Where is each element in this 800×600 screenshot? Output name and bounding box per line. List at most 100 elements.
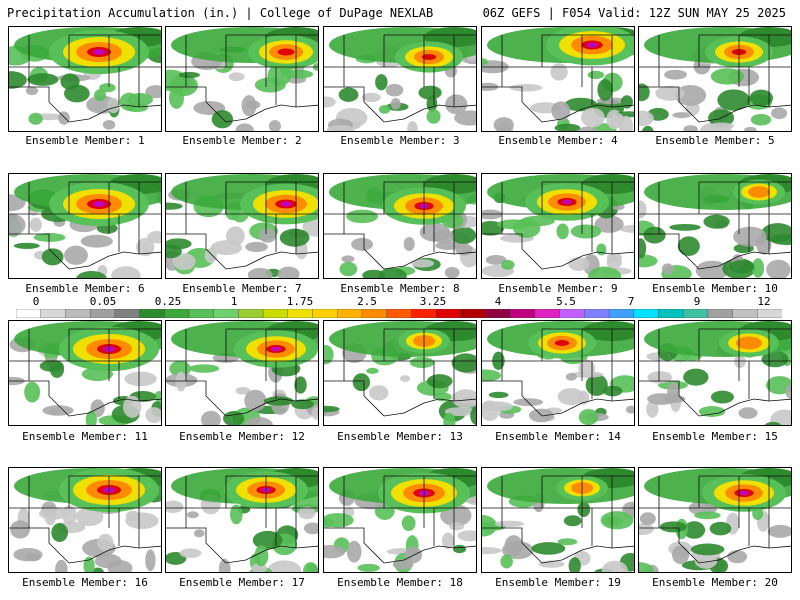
light-precip-cell: [602, 516, 623, 526]
state-boundary-line: [343, 475, 476, 528]
light-precip-cell: [752, 258, 765, 278]
light-precip-cell: [378, 105, 391, 114]
light-precip-cell: [366, 367, 379, 374]
light-precip-cell: [551, 101, 571, 121]
ensemble-member-map[interactable]: [481, 26, 635, 132]
precipitation-map: [639, 321, 791, 425]
ensemble-member-map[interactable]: [165, 173, 319, 279]
light-precip-cell: [25, 86, 39, 96]
model-run-info: 06Z GEFS | F054 Valid: 12Z SUN MAY 25 20…: [482, 6, 786, 20]
ensemble-member-map[interactable]: [481, 173, 635, 279]
light-precip-cell: [450, 226, 476, 245]
ensemble-member-map[interactable]: [323, 320, 477, 426]
state-boundary-line: [581, 182, 634, 257]
light-precip-cell: [750, 113, 772, 126]
ensemble-member-map[interactable]: [165, 467, 319, 573]
state-boundary-line: [423, 329, 476, 404]
state-boundary-line: [108, 329, 161, 404]
light-precip-cell: [443, 412, 456, 425]
light-precip-cell: [252, 530, 283, 550]
light-precip-cell: [403, 236, 415, 252]
light-precip-cell: [698, 406, 726, 417]
precip-core-magenta: [271, 346, 281, 352]
light-precip-cell: [606, 256, 623, 269]
light-precip-cell: [639, 83, 650, 102]
light-precip-cell: [58, 111, 70, 125]
ensemble-member-map[interactable]: [8, 320, 162, 426]
light-precip-cell: [166, 500, 184, 514]
light-precip-cell: [610, 112, 625, 127]
light-precip-cell: [444, 266, 460, 278]
ensemble-member-map[interactable]: [323, 26, 477, 132]
precip-core-magenta: [93, 201, 105, 207]
light-precip-cell: [145, 549, 156, 572]
light-precip-cell: [204, 248, 217, 264]
colorbar-tick-label: 7: [627, 295, 635, 308]
green-precip-band: [582, 321, 634, 341]
light-precip-cell: [502, 541, 534, 560]
light-precip-cell: [254, 544, 269, 567]
state-boundary-line: [28, 328, 161, 381]
light-precip-cell: [411, 259, 435, 268]
light-precip-cell: [568, 557, 581, 572]
light-precip-cell: [33, 232, 66, 242]
light-precip-cell: [346, 540, 362, 563]
precip-core-magenta: [586, 42, 598, 48]
light-precip-cell: [303, 562, 318, 572]
ensemble-member-map[interactable]: [638, 467, 792, 573]
light-precip-cell: [500, 554, 513, 569]
light-precip-cell: [690, 543, 725, 556]
light-precip-cell: [445, 94, 468, 115]
ensemble-member-map[interactable]: [638, 26, 792, 132]
light-precip-cell: [10, 520, 30, 539]
ensemble-member-map[interactable]: [165, 320, 319, 426]
precipitation-map: [166, 468, 318, 572]
light-precip-cell: [577, 501, 591, 517]
precipitation-map: [482, 174, 634, 278]
ensemble-member-map[interactable]: [323, 173, 477, 279]
precipitation-map: [9, 27, 161, 130]
light-precip-cell: [169, 360, 191, 377]
ensemble-member-map[interactable]: [481, 467, 635, 573]
ensemble-member-map[interactable]: [8, 26, 162, 132]
precip-core-red: [421, 54, 437, 60]
light-precip-cell: [125, 102, 148, 113]
state-boundary-line: [423, 182, 476, 257]
precipitation-map: [324, 321, 476, 425]
chart-title: Precipitation Accumulation (in.) | Colle…: [7, 6, 434, 20]
light-precip-cell: [107, 97, 120, 114]
precipitation-map: [324, 27, 476, 131]
light-precip-cell: [228, 72, 245, 82]
light-precip-cell: [99, 83, 116, 93]
light-precip-cell: [596, 243, 607, 256]
precipitation-map: [482, 321, 634, 425]
light-precip-cell: [177, 78, 193, 86]
light-precip-cell: [717, 89, 750, 111]
ensemble-member-map[interactable]: [638, 320, 792, 426]
precip-core-magenta: [562, 199, 572, 205]
state-boundary-line: [658, 475, 791, 528]
ensemble-member-map[interactable]: [165, 26, 319, 132]
light-precip-cell: [619, 224, 634, 233]
colorbar-swatch: [312, 309, 338, 318]
ensemble-member-map[interactable]: [323, 467, 477, 573]
colorbar-swatch: [361, 309, 388, 318]
ensemble-member-map[interactable]: [481, 320, 635, 426]
light-precip-cell: [223, 410, 245, 425]
ensemble-member-map[interactable]: [638, 173, 792, 279]
light-precip-cell: [324, 513, 354, 528]
ensemble-member-map[interactable]: [8, 467, 162, 573]
light-precip-cell: [672, 112, 692, 119]
light-precip-cell: [785, 384, 791, 399]
light-precip-cell: [577, 126, 598, 131]
ensemble-member-map[interactable]: [8, 173, 162, 279]
light-precip-cell: [62, 505, 77, 525]
ensemble-member-label: Ensemble Member: 17: [179, 576, 305, 589]
light-precip-cell: [570, 371, 604, 378]
light-precip-cell: [647, 393, 678, 405]
light-precip-cell: [452, 389, 476, 409]
light-precip-cell: [51, 523, 69, 543]
ensemble-member-label: Ensemble Member: 5: [655, 134, 775, 147]
light-precip-cell: [683, 521, 706, 539]
light-precip-cell: [594, 215, 624, 233]
